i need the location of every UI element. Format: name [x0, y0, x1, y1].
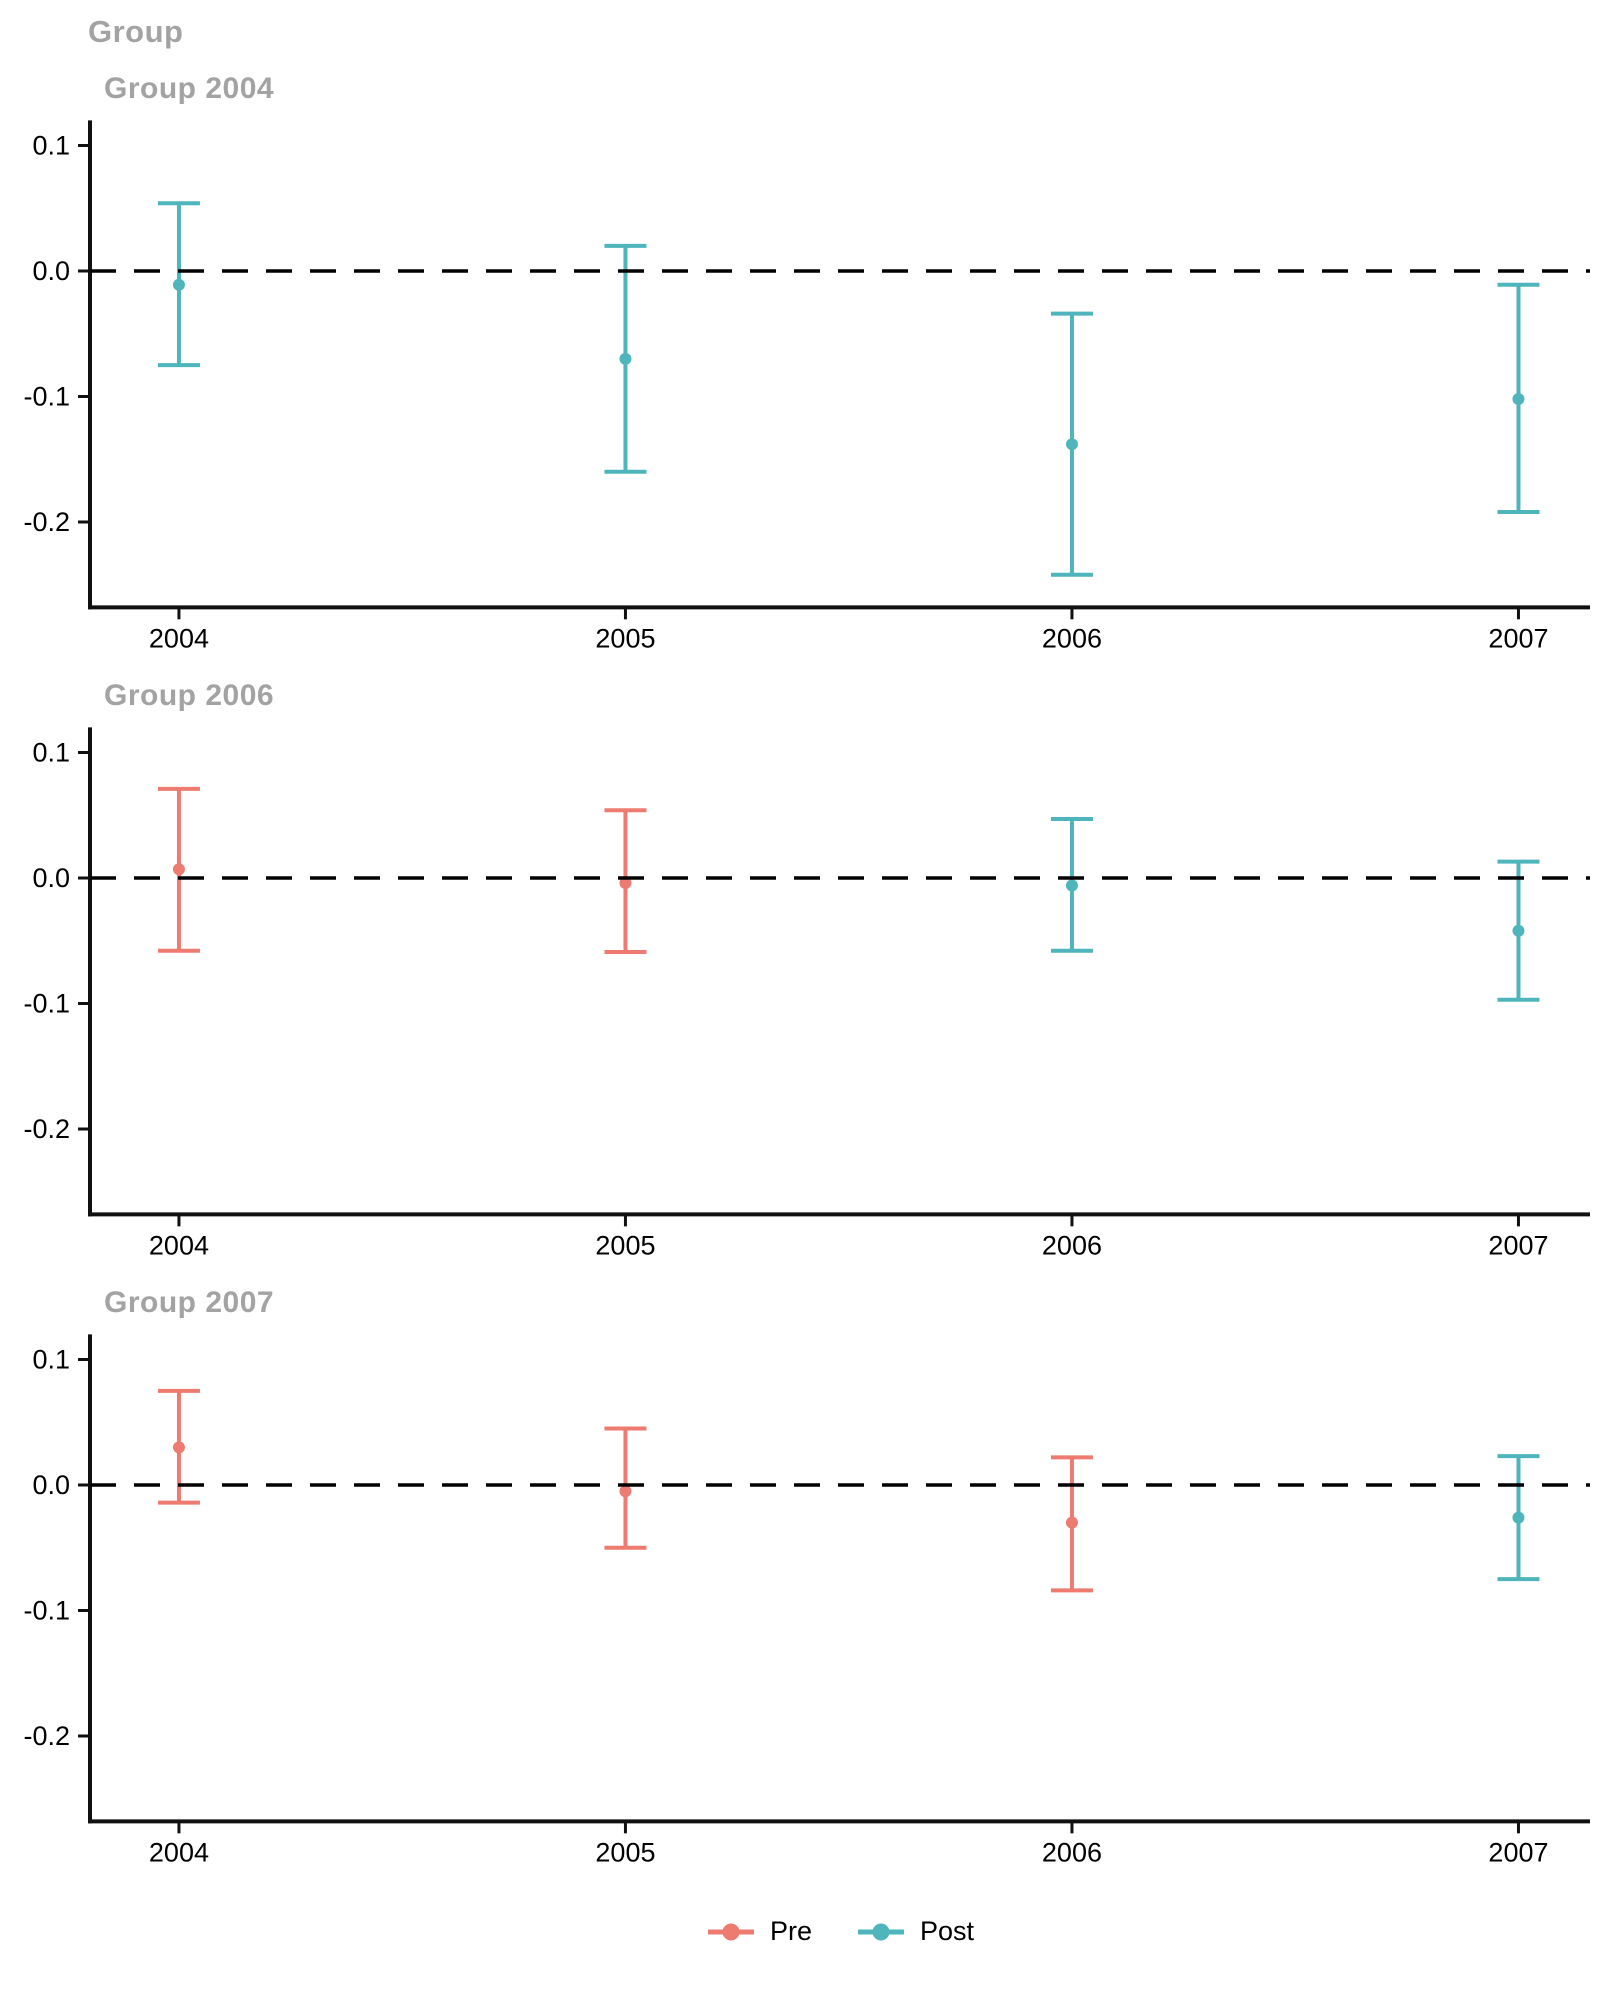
- legend: Pre Post: [90, 1916, 1590, 1947]
- x-tick-label: 2006: [1042, 623, 1102, 653]
- facet-title-group-2004: Group 2004: [104, 72, 275, 105]
- y-tick-label: 0.0: [32, 256, 70, 286]
- estimate-point: [1065, 438, 1078, 451]
- estimate-point: [619, 1485, 632, 1498]
- estimate-point: [1512, 393, 1525, 406]
- legend-item-post: Post: [856, 1916, 974, 1947]
- facet-title-group-2006: Group 2006: [104, 679, 275, 712]
- facet-title-group-2007: Group 2007: [104, 1286, 275, 1319]
- x-tick-label: 2005: [595, 1837, 655, 1867]
- pre-key-icon: [707, 1923, 754, 1940]
- estimate-point: [619, 352, 632, 365]
- estimate-point: [1512, 924, 1525, 937]
- y-tick-label: 0.1: [32, 131, 70, 161]
- x-tick-label: 2005: [595, 1230, 655, 1260]
- post-key-icon: [858, 1923, 904, 1940]
- x-tick-label: 2006: [1042, 1230, 1102, 1260]
- y-tick-label: 0.1: [32, 1345, 70, 1375]
- estimate-point: [1512, 1511, 1525, 1524]
- legend-label-pre: Pre: [769, 1916, 812, 1946]
- estimate-point: [1065, 879, 1078, 892]
- x-tick-label: 2006: [1042, 1837, 1102, 1867]
- x-tick-label: 2007: [1488, 623, 1548, 653]
- x-tick-label: 2004: [149, 1230, 209, 1260]
- estimate-point: [172, 278, 185, 291]
- y-tick-label: -0.2: [23, 507, 70, 537]
- x-tick-label: 2004: [149, 1837, 209, 1867]
- y-tick-label: -0.1: [23, 1596, 70, 1626]
- y-tick-label: -0.1: [23, 382, 70, 412]
- estimate-point: [619, 877, 632, 890]
- x-tick-label: 2005: [595, 623, 655, 653]
- legend-label-post: Post: [920, 1916, 975, 1946]
- x-tick-label: 2007: [1488, 1837, 1548, 1867]
- estimate-point: [172, 1441, 185, 1454]
- chart-title: Group: [88, 14, 184, 49]
- estimate-point: [172, 863, 185, 876]
- y-tick-label: 0.1: [32, 738, 70, 768]
- y-tick-label: 0.0: [32, 863, 70, 893]
- y-tick-label: -0.2: [23, 1721, 70, 1751]
- x-tick-label: 2007: [1488, 1230, 1548, 1260]
- y-tick-label: -0.1: [23, 989, 70, 1019]
- y-tick-label: 0.0: [32, 1470, 70, 1500]
- legend-item-pre: Pre: [706, 1916, 812, 1947]
- y-tick-label: -0.2: [23, 1114, 70, 1144]
- x-tick-label: 2004: [149, 623, 209, 653]
- estimate-point: [1065, 1516, 1078, 1529]
